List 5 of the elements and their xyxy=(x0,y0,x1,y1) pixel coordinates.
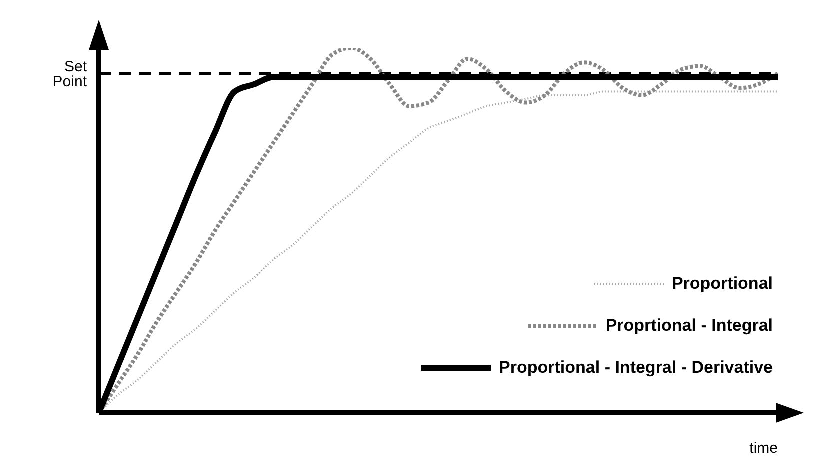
legend-label: Proportional - Integral - Derivative xyxy=(499,358,773,378)
x-axis-title: time xyxy=(750,440,778,457)
legend-label: Proprtional - Integral xyxy=(606,316,773,336)
ref-line-label: Set Point xyxy=(52,58,88,90)
legend-label: Proportional xyxy=(672,274,773,294)
